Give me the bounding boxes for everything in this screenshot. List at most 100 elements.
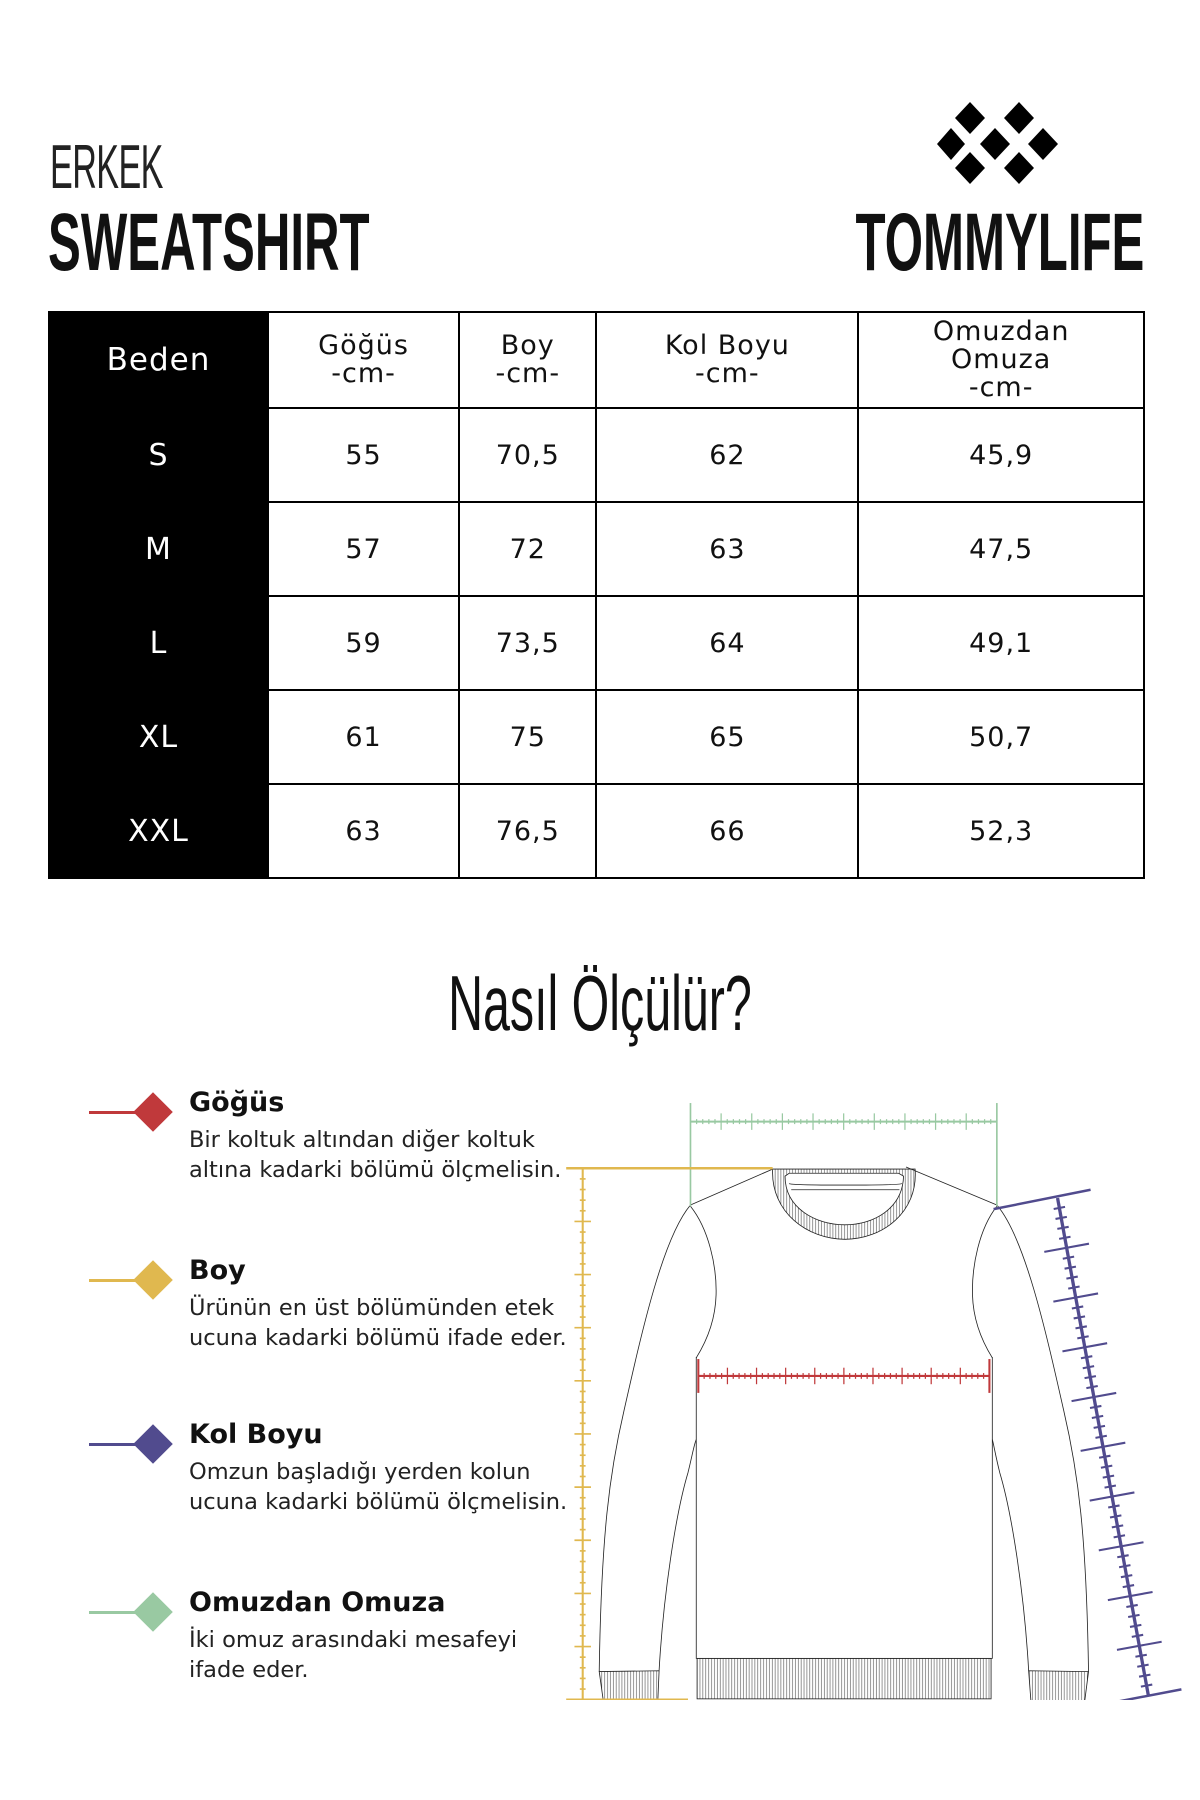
header-size: Beden bbox=[48, 311, 269, 409]
sleeve-ruler-tick bbox=[1089, 1404, 1102, 1410]
sleeve-ruler-tick bbox=[1084, 1375, 1097, 1380]
sleeve-ruler-tick bbox=[1137, 1663, 1149, 1668]
sleeve-ruler-tick bbox=[1113, 1534, 1126, 1539]
table-row: M 57 72 63 47,5 bbox=[48, 501, 1145, 597]
header-chest: Göğüs -cm- bbox=[266, 311, 461, 409]
measurement-guides bbox=[566, 1103, 1182, 1700]
value-cell: 72 bbox=[458, 501, 598, 597]
legend-title: Boy bbox=[189, 1255, 246, 1286]
sleeve-guide-top bbox=[993, 1188, 1091, 1211]
legend-line bbox=[89, 1443, 159, 1446]
sleeve-guide-bottom bbox=[1119, 1688, 1182, 1700]
value-cell: 52,3 bbox=[857, 783, 1145, 879]
sleeve-ruler-tick bbox=[1068, 1285, 1080, 1290]
sleeve-ruler-tick bbox=[1140, 1683, 1153, 1688]
table-row: L 59 73,5 64 49,1 bbox=[48, 595, 1145, 691]
sleeve-ruler-tick bbox=[1086, 1385, 1098, 1390]
sleeve-ruler-tick bbox=[1073, 1315, 1086, 1320]
sleeve-ruler-tick bbox=[1066, 1275, 1078, 1280]
size-table: Beden Göğüs -cm- Boy -cm- Kol Boyu -cm- Omu… bbox=[48, 311, 1145, 879]
table-header-row: Beden Göğüs -cm- Boy -cm- Kol Boyu -cm- Omu… bbox=[48, 311, 1145, 409]
title-product: SWEATSHIRT bbox=[48, 197, 370, 288]
diamond-icon bbox=[133, 1260, 173, 1300]
value-cell: 45,9 bbox=[857, 407, 1145, 503]
legend-title: Kol Boyu bbox=[189, 1419, 323, 1450]
header-label: Göğüs bbox=[318, 330, 409, 361]
sleeve-ruler-tick bbox=[1135, 1653, 1147, 1658]
sleeve-ruler-tick bbox=[1057, 1225, 1069, 1230]
value-cell: 62 bbox=[595, 407, 860, 503]
sleeve-ruler-tick bbox=[1062, 1342, 1108, 1353]
header-unit: -cm- bbox=[695, 358, 760, 389]
sleeve-ruler-tick bbox=[1100, 1464, 1113, 1469]
brand-name: TOMMYLIFE bbox=[855, 197, 1144, 288]
sweatshirt-outline bbox=[598, 1166, 1089, 1700]
sleeve-ruler-tick bbox=[1077, 1335, 1089, 1340]
value-cell: 61 bbox=[266, 689, 461, 785]
header-label: Kol Boyu bbox=[664, 330, 790, 361]
size-cell: M bbox=[48, 501, 269, 597]
sleeve-ruler-tick bbox=[1080, 1355, 1093, 1360]
table-row: S 55 70,5 62 45,9 bbox=[48, 407, 1145, 503]
table-row: XL 61 75 65 50,7 bbox=[48, 689, 1145, 785]
value-cell: 65 bbox=[595, 689, 860, 785]
sleeve-ruler-tick bbox=[1093, 1424, 1106, 1429]
legend-line bbox=[89, 1611, 159, 1614]
sleeve-ruler-tick bbox=[1098, 1541, 1144, 1552]
value-cell: 47,5 bbox=[857, 501, 1145, 597]
sleeve-ruler-tick bbox=[1127, 1613, 1140, 1618]
value-cell: 66 bbox=[595, 783, 860, 879]
legend-desc: Bir koltuk altından diğer koltuk altına … bbox=[189, 1127, 562, 1183]
diamond-icon bbox=[133, 1592, 173, 1632]
value-cell: 75 bbox=[458, 689, 598, 785]
sleeve-ruler-tick bbox=[1138, 1673, 1151, 1678]
sleeve-ruler-tick bbox=[1071, 1305, 1084, 1310]
sleeve-ruler-tick bbox=[1095, 1434, 1108, 1439]
value-cell: 64 bbox=[595, 595, 860, 691]
value-cell: 59 bbox=[266, 595, 461, 691]
size-cell: XL bbox=[48, 689, 269, 785]
sleeve-ruler-tick bbox=[1120, 1574, 1133, 1579]
sleeve-ruler-tick bbox=[1075, 1325, 1088, 1330]
guide-title: Nasıl Ölçülür? bbox=[0, 958, 1200, 1049]
sweatshirt-diagram bbox=[566, 1103, 1182, 1700]
legend-title: Omuzdan Omuza bbox=[189, 1587, 446, 1618]
sleeve-ruler-tick bbox=[1104, 1484, 1117, 1489]
value-cell: 55 bbox=[266, 407, 461, 503]
sleeve-ruler-tick bbox=[1089, 1491, 1135, 1502]
diamond-icon bbox=[133, 1092, 173, 1132]
value-cell: 73,5 bbox=[458, 595, 598, 691]
sleeve-ruler-tick bbox=[1053, 1292, 1099, 1303]
diamond-icon bbox=[133, 1424, 173, 1464]
sleeve-ruler-tick bbox=[1044, 1242, 1090, 1253]
sleeve-ruler-tick bbox=[1122, 1584, 1135, 1589]
size-cell: S bbox=[48, 407, 269, 503]
header-label: Omuza bbox=[950, 344, 1052, 375]
sleeve-ruler-tick bbox=[1091, 1414, 1104, 1419]
legend-line bbox=[89, 1111, 159, 1114]
header-sleeve: Kol Boyu -cm- bbox=[595, 311, 860, 409]
sleeve-ruler-tick bbox=[1064, 1265, 1077, 1270]
header-shoulder: Omuzdan Omuza -cm- bbox=[857, 311, 1145, 409]
value-cell: 70,5 bbox=[458, 407, 598, 503]
size-cell: L bbox=[48, 595, 269, 691]
sleeve-ruler-tick bbox=[1131, 1633, 1144, 1638]
value-cell: 63 bbox=[266, 783, 461, 879]
header-label: Omuzdan bbox=[932, 316, 1070, 347]
sleeve-ruler-tick bbox=[1126, 1603, 1138, 1609]
table-row: XXL 63 76,5 66 52,3 bbox=[48, 783, 1145, 879]
legend-line bbox=[89, 1279, 159, 1282]
header-unit: -cm- bbox=[968, 372, 1034, 403]
header-label: Boy bbox=[500, 330, 555, 361]
sleeve-ruler-tick bbox=[1109, 1514, 1122, 1519]
value-cell: 76,5 bbox=[458, 783, 598, 879]
sleeve-ruler-tick bbox=[1117, 1554, 1129, 1559]
sleeve-ruler-tick bbox=[1107, 1504, 1120, 1509]
sleeve-ruler-tick bbox=[1098, 1454, 1111, 1459]
sleeve-ruler-tick bbox=[1053, 1205, 1066, 1211]
header-unit: -cm- bbox=[331, 358, 396, 389]
title-gender: ERKEK bbox=[50, 133, 163, 202]
sleeve-ruler-tick bbox=[1107, 1590, 1153, 1602]
sleeve-ruler-tick bbox=[1062, 1255, 1075, 1260]
legend-desc: İki omuz arasındaki mesafeyi ifade eder. bbox=[189, 1627, 518, 1683]
